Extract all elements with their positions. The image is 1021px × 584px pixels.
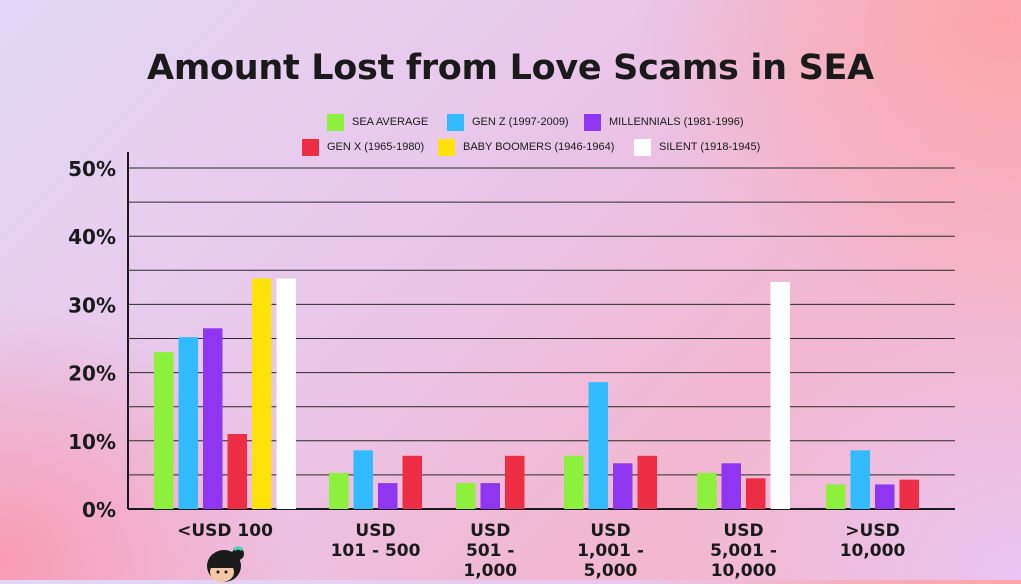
x-tick-label: USD 5,001 - 10,000 bbox=[710, 521, 777, 581]
bar bbox=[850, 450, 870, 509]
legend-swatch bbox=[634, 138, 651, 156]
bar bbox=[329, 472, 349, 509]
bar bbox=[899, 479, 919, 509]
y-tick-label: 30% bbox=[68, 293, 116, 317]
bar bbox=[252, 278, 272, 509]
legend-label: GEN Z (1997-2009) bbox=[472, 116, 569, 128]
bar bbox=[402, 455, 422, 509]
legend-item-sea-average: SEA AVERAGE bbox=[327, 113, 429, 131]
bar bbox=[770, 281, 790, 509]
bar bbox=[353, 450, 373, 509]
x-tick-label: USD 501 - 1,000 bbox=[463, 521, 518, 581]
legend-label: SEA AVERAGE bbox=[352, 116, 429, 128]
bar bbox=[154, 352, 174, 509]
legend-swatch bbox=[584, 113, 601, 131]
bar bbox=[456, 483, 476, 509]
legend-label: GEN X (1965-1980) bbox=[327, 141, 425, 153]
bar bbox=[178, 337, 198, 509]
legend-label: MILLENNIALS (1981-1996) bbox=[609, 116, 744, 128]
bar bbox=[505, 455, 525, 509]
bar bbox=[637, 455, 657, 509]
bar bbox=[378, 483, 398, 509]
bar bbox=[721, 463, 741, 509]
chart-title: Amount Lost from Love Scams in SEA bbox=[147, 48, 874, 88]
legend-item-gen-z: GEN Z (1997-2009) bbox=[447, 113, 569, 131]
bar bbox=[588, 382, 608, 509]
avatar-icon bbox=[207, 546, 244, 582]
legend-swatch bbox=[302, 138, 319, 156]
y-tick-label: 40% bbox=[68, 225, 116, 249]
legend-label: BABY BOOMERS (1946-1964) bbox=[463, 141, 615, 153]
legend-label: SILENT (1918-1945) bbox=[659, 141, 761, 153]
y-tick-label: 50% bbox=[68, 157, 116, 181]
bar bbox=[875, 484, 895, 509]
legend-item-baby-boomers: BABY BOOMERS (1946-1964) bbox=[438, 138, 615, 156]
legend-item-gen-x: GEN X (1965-1980) bbox=[302, 138, 425, 156]
legend-item-silent: SILENT (1918-1945) bbox=[634, 138, 761, 156]
x-tick-label: USD 1,001 - 5,000 bbox=[577, 521, 644, 581]
bar bbox=[613, 463, 633, 509]
y-tick-label: 0% bbox=[82, 498, 116, 522]
x-tick-label: <USD 100 bbox=[177, 521, 273, 541]
y-tick-label: 10% bbox=[68, 430, 116, 454]
bar bbox=[826, 484, 846, 509]
legend-item-millennials: MILLENNIALS (1981-1996) bbox=[584, 113, 744, 131]
legend-swatch bbox=[438, 138, 455, 156]
bar bbox=[480, 483, 500, 509]
x-tick-label: USD 101 - 500 bbox=[330, 521, 421, 561]
legend-swatch bbox=[327, 113, 344, 131]
y-tick-label: 20% bbox=[68, 362, 116, 386]
x-tick-label: >USD 10,000 bbox=[839, 521, 906, 561]
bar bbox=[746, 478, 766, 509]
bar bbox=[203, 328, 223, 509]
bar bbox=[227, 433, 247, 509]
bar bbox=[564, 455, 584, 509]
legend-swatch bbox=[447, 113, 464, 131]
bar bbox=[276, 278, 296, 509]
bar bbox=[697, 472, 717, 509]
